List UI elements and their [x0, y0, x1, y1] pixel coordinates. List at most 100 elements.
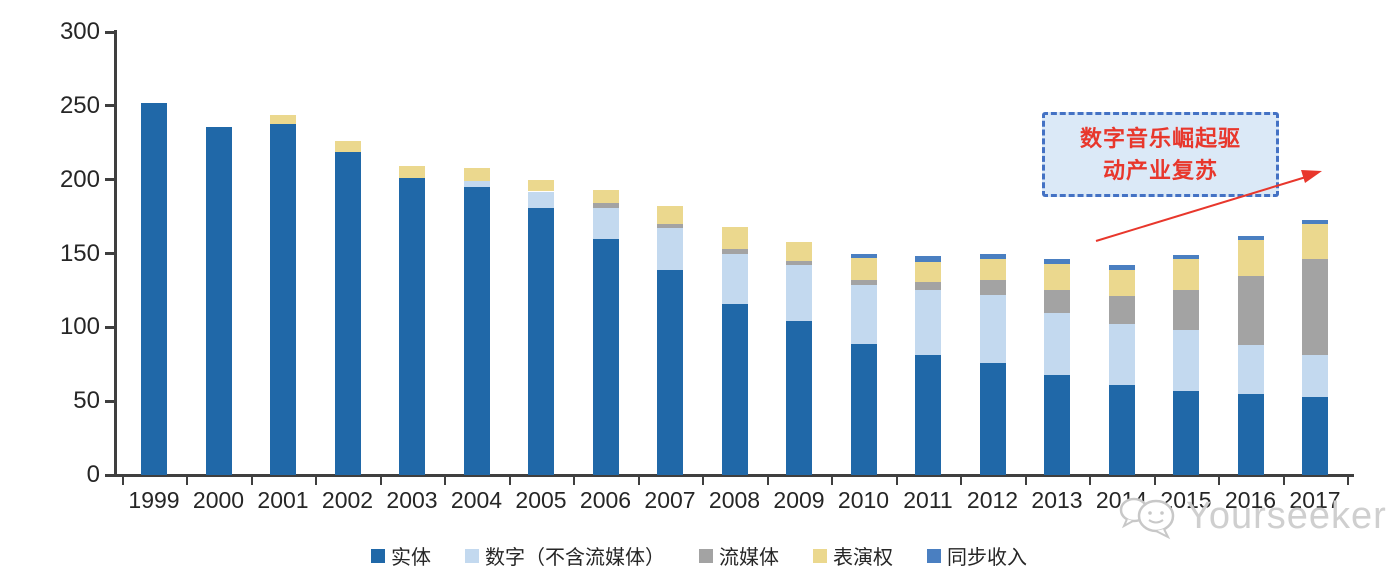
- bar-segment-series3: [721, 249, 748, 254]
- x-tick-mark: [573, 477, 576, 485]
- x-tick-label-2007: 2007: [644, 487, 696, 513]
- bar-segment-series2: [721, 253, 748, 304]
- y-tick-mark: [105, 178, 114, 182]
- bar-2007: [657, 206, 683, 475]
- bar-segment-series2: [1302, 355, 1328, 397]
- y-tick-mark: [105, 399, 114, 403]
- y-tick-label-300: 300: [59, 18, 100, 45]
- bar-segment-series1: [915, 355, 941, 475]
- bar-segment-series1: [205, 126, 232, 475]
- y-tick-label-150: 150: [59, 239, 100, 267]
- x-tick-mark: [637, 477, 640, 485]
- bar-segment-series5: [915, 256, 941, 263]
- bar-segment-series1: [528, 207, 554, 475]
- x-tick-label-1999: 1999: [128, 487, 180, 513]
- bar-segment-series1: [1237, 393, 1264, 475]
- x-tick-label-2010: 2010: [837, 487, 890, 513]
- bar-segment-series1: [334, 151, 361, 475]
- x-tick-mark: [379, 477, 382, 485]
- legend-swatch-1: [371, 548, 385, 563]
- bar-segment-series1: [270, 123, 296, 475]
- x-tick-label-2016: 2016: [1224, 487, 1277, 513]
- y-tick-label-200: 200: [59, 165, 100, 193]
- bar-segment-series2: [1108, 324, 1135, 385]
- bar-segment-series1: [721, 303, 748, 475]
- bar-2016: [1237, 235, 1264, 475]
- bar-segment-series1: [1173, 390, 1199, 475]
- y-axis-line: [114, 30, 117, 477]
- bar-segment-series1: [1108, 384, 1135, 475]
- bar-segment-series4: [334, 141, 361, 152]
- chart-legend: 实体 数字（不含流媒体） 流媒体 表演权 同步收入: [0, 541, 1398, 570]
- bar-2002: [334, 141, 361, 475]
- bar-segment-series2: [463, 181, 490, 188]
- bar-2008: [721, 226, 748, 475]
- legend-label-2: 数字（不含流媒体）: [485, 547, 665, 569]
- x-tick-label-2011: 2011: [903, 487, 953, 513]
- x-tick-mark: [1218, 477, 1221, 485]
- bar-segment-series1: [979, 362, 1006, 475]
- bar-segment-series1: [141, 102, 167, 475]
- y-tick-label-100: 100: [59, 313, 100, 341]
- bar-segment-series1: [1302, 396, 1328, 475]
- bar-segment-series1: [786, 321, 812, 475]
- x-tick-mark: [315, 477, 318, 485]
- x-tick-mark: [508, 477, 511, 485]
- bar-segment-series1: [399, 178, 425, 475]
- x-tick-mark: [186, 477, 189, 485]
- x-tick-mark: [1347, 477, 1350, 485]
- bar-2006: [592, 190, 619, 475]
- bar-segment-series4: [399, 166, 425, 179]
- bar-segment-series3: [850, 280, 877, 285]
- bar-2009: [786, 241, 812, 475]
- x-tick-mark: [250, 477, 253, 485]
- bar-segment-series3: [1237, 275, 1264, 346]
- bar-segment-series4: [463, 167, 490, 182]
- x-tick-mark: [444, 477, 447, 485]
- bar-segment-series4: [786, 241, 812, 261]
- bar-segment-series2: [850, 284, 877, 344]
- bar-segment-series4: [657, 206, 683, 224]
- x-axis-line: [114, 474, 1354, 477]
- y-tick-mark: [105, 104, 114, 108]
- bar-2003: [399, 166, 425, 475]
- legend-swatch-5: [927, 548, 941, 563]
- bar-segment-series4: [270, 114, 296, 124]
- bar-segment-series4: [592, 190, 619, 204]
- x-tick-label-2003: 2003: [386, 487, 438, 513]
- bar-segment-series4: [1173, 259, 1199, 291]
- legend-item-3: 流媒体: [699, 541, 779, 570]
- bar-2005: [528, 179, 554, 475]
- bar-2017: [1302, 219, 1328, 475]
- y-tick-mark: [105, 473, 114, 477]
- bar-segment-series4: [850, 257, 877, 281]
- bar-segment-series3: [1302, 259, 1328, 356]
- watermark: Yourseeker: [1118, 492, 1387, 540]
- x-tick-mark: [766, 477, 769, 485]
- bar-segment-series2: [1237, 345, 1264, 394]
- x-tick-mark: [121, 477, 124, 485]
- x-tick-mark: [1282, 477, 1285, 485]
- bar-segment-series3: [786, 260, 812, 266]
- bar-segment-series4: [915, 262, 941, 282]
- bar-segment-series3: [592, 203, 619, 208]
- x-tick-label-2002: 2002: [321, 487, 374, 513]
- bar-segment-series5: [979, 253, 1006, 260]
- x-tick-label-2008: 2008: [708, 487, 761, 513]
- bar-segment-series1: [657, 269, 683, 475]
- annotation-box: 数字音乐崛起驱 动产业复苏: [1042, 112, 1279, 197]
- bar-segment-series3: [915, 281, 941, 291]
- bar-segment-series1: [850, 343, 877, 475]
- bar-segment-series2: [1173, 330, 1199, 391]
- bar-segment-series2: [592, 207, 619, 239]
- y-tick-label-0: 0: [86, 461, 100, 488]
- bar-segment-series1: [463, 187, 490, 475]
- y-tick-mark: [105, 252, 114, 255]
- x-tick-mark: [1089, 477, 1092, 485]
- y-tick-mark: [105, 325, 114, 329]
- bar-segment-series5: [1044, 259, 1070, 264]
- x-tick-mark: [1024, 477, 1027, 485]
- bar-segment-series2: [786, 265, 812, 322]
- bar-segment-series1: [1044, 374, 1070, 475]
